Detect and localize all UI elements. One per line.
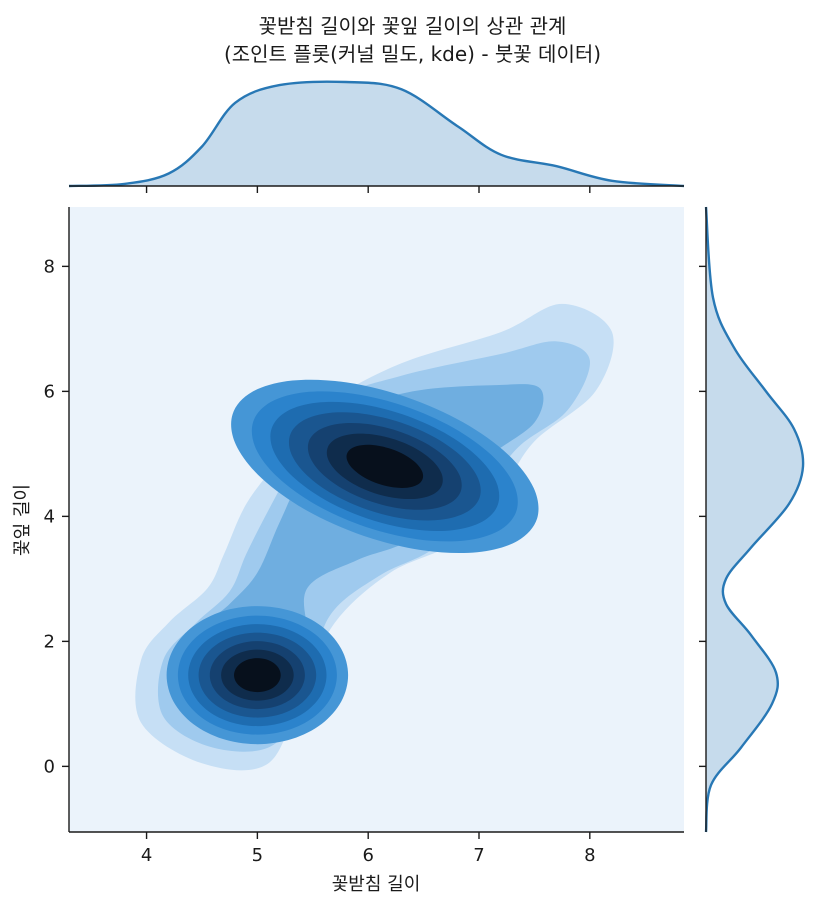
y-tick-label: 0 — [44, 756, 55, 777]
marginal-x-fill — [69, 81, 684, 186]
y-tick-label: 6 — [44, 381, 55, 402]
contour-upper-7 — [346, 444, 424, 488]
marginal-y-density — [704, 206, 805, 833]
y-axis-ticks: 0 2 4 6 8 — [44, 256, 706, 777]
x-tick-label: 5 — [252, 845, 263, 866]
x-tick-label: 8 — [584, 845, 595, 866]
marginal-y-line — [704, 206, 805, 833]
y-tick-label: 8 — [44, 256, 55, 277]
contour-lower-7 — [234, 658, 281, 693]
x-tick-label: 7 — [473, 845, 484, 866]
x-tick-label: 4 — [141, 845, 152, 866]
y-tick-label: 2 — [44, 631, 55, 652]
chart-subtitle: (조인트 플롯(커널 밀도, kde) - 붓꽃 데이터) — [223, 42, 602, 66]
x-axis-label: 꽃받침 길이 — [332, 874, 421, 895]
x-tick-label: 6 — [362, 845, 373, 866]
kde-contours — [135, 303, 614, 771]
marginal-x-density — [68, 80, 685, 188]
y-tick-label: 4 — [44, 506, 55, 527]
chart-title: 꽃받침 길이와 꽃잎 길이의 상관 관계 — [258, 14, 567, 38]
y-axis-label: 꽃잎 길이 — [12, 484, 33, 556]
marginal-y-fill — [706, 207, 804, 832]
x-axis-ticks: 4 5 6 7 8 — [141, 186, 596, 866]
marginal-x-line — [68, 80, 685, 188]
